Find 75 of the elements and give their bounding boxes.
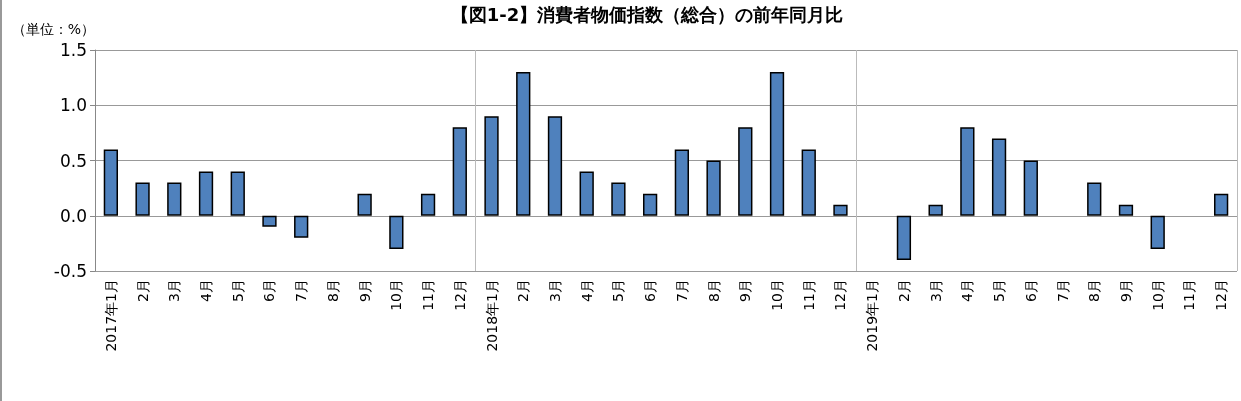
x-tick-label: 11月: [800, 279, 817, 311]
x-tick-label: 2月: [134, 279, 151, 302]
y-axis-title: （単位：%）: [11, 21, 95, 37]
bar: [389, 215, 404, 249]
bar: [960, 127, 975, 216]
bar: [1214, 193, 1229, 216]
x-tick-label: 6月: [261, 279, 278, 302]
bar: [230, 171, 245, 216]
bar: [769, 72, 785, 216]
x-tick-label: 7月: [1054, 279, 1071, 302]
x-tick-label: 9月: [737, 279, 754, 302]
x-tick-label: 3月: [927, 279, 944, 302]
bar: [928, 204, 943, 216]
x-tick-label: 6月: [1022, 279, 1039, 302]
bar: [452, 127, 467, 216]
bar: [294, 215, 309, 238]
bar: [896, 215, 912, 260]
bar: [1150, 215, 1165, 249]
x-tick-label: 8月: [1086, 279, 1103, 302]
y-tick-label: 0.0: [59, 205, 87, 226]
bar: [643, 193, 658, 216]
x-tick-label: 7月: [293, 279, 310, 302]
x-tick-label: 5月: [229, 279, 246, 302]
bar: [833, 204, 848, 216]
x-tick-label: 2019年1月: [864, 279, 881, 352]
x-tick-label: 12月: [832, 279, 849, 311]
x-tick-label: 11月: [1181, 279, 1198, 311]
x-tick-label: 2017年1月: [102, 279, 119, 352]
x-tick-label: 11月: [420, 279, 437, 311]
bar: [167, 182, 182, 216]
x-tick-label: 4月: [959, 279, 976, 302]
x-tick-label: 8月: [705, 279, 722, 302]
bar: [991, 138, 1007, 216]
bar: [103, 149, 118, 216]
x-tick-label: 3月: [166, 279, 183, 302]
y-tick-label: 1.0: [59, 95, 87, 116]
x-tick-label: 4月: [198, 279, 215, 302]
x-tick-label: 4月: [578, 279, 595, 302]
x-tick-label: 2018年1月: [483, 279, 500, 352]
bar: [547, 116, 563, 216]
y-tick-label: -0.5: [53, 261, 87, 281]
x-tick-label: 7月: [673, 279, 690, 302]
bar: [516, 72, 531, 216]
chart-title: 【図1-2】消費者物価指数（総合）の前年同月比: [450, 3, 844, 25]
bar: [674, 149, 689, 216]
bar: [357, 193, 372, 216]
bar: [706, 160, 721, 216]
x-tick-label: 6月: [642, 279, 659, 302]
x-tick-label: 5月: [610, 279, 627, 302]
x-tick-label: 8月: [324, 279, 341, 302]
bar: [1087, 182, 1102, 216]
y-tick-label: 1.5: [59, 40, 87, 60]
y-tick-label: 0.5: [59, 150, 87, 171]
x-tick-label: 5月: [991, 279, 1008, 302]
x-tick-label: 10月: [388, 279, 405, 311]
bar: [198, 171, 214, 216]
bar: [420, 193, 436, 216]
bar: [484, 116, 499, 216]
bar: [1118, 204, 1134, 216]
x-tick-label: 2月: [515, 279, 532, 302]
x-tick-label: 2月: [895, 279, 912, 302]
x-tick-label: 9月: [1117, 279, 1134, 302]
x-tick-label: 10月: [769, 279, 786, 311]
bar: [738, 127, 753, 216]
bar: [262, 215, 277, 227]
x-tick-label: 12月: [1213, 279, 1230, 311]
bar: [611, 182, 626, 216]
x-tick-label: 9月: [356, 279, 373, 302]
bar: [579, 171, 594, 216]
bar: [135, 182, 150, 216]
bar: [801, 149, 816, 216]
x-tick-label: 10月: [1149, 279, 1166, 311]
x-tick-label: 3月: [546, 279, 563, 302]
bar: [1023, 160, 1038, 216]
x-tick-label: 12月: [451, 279, 468, 311]
